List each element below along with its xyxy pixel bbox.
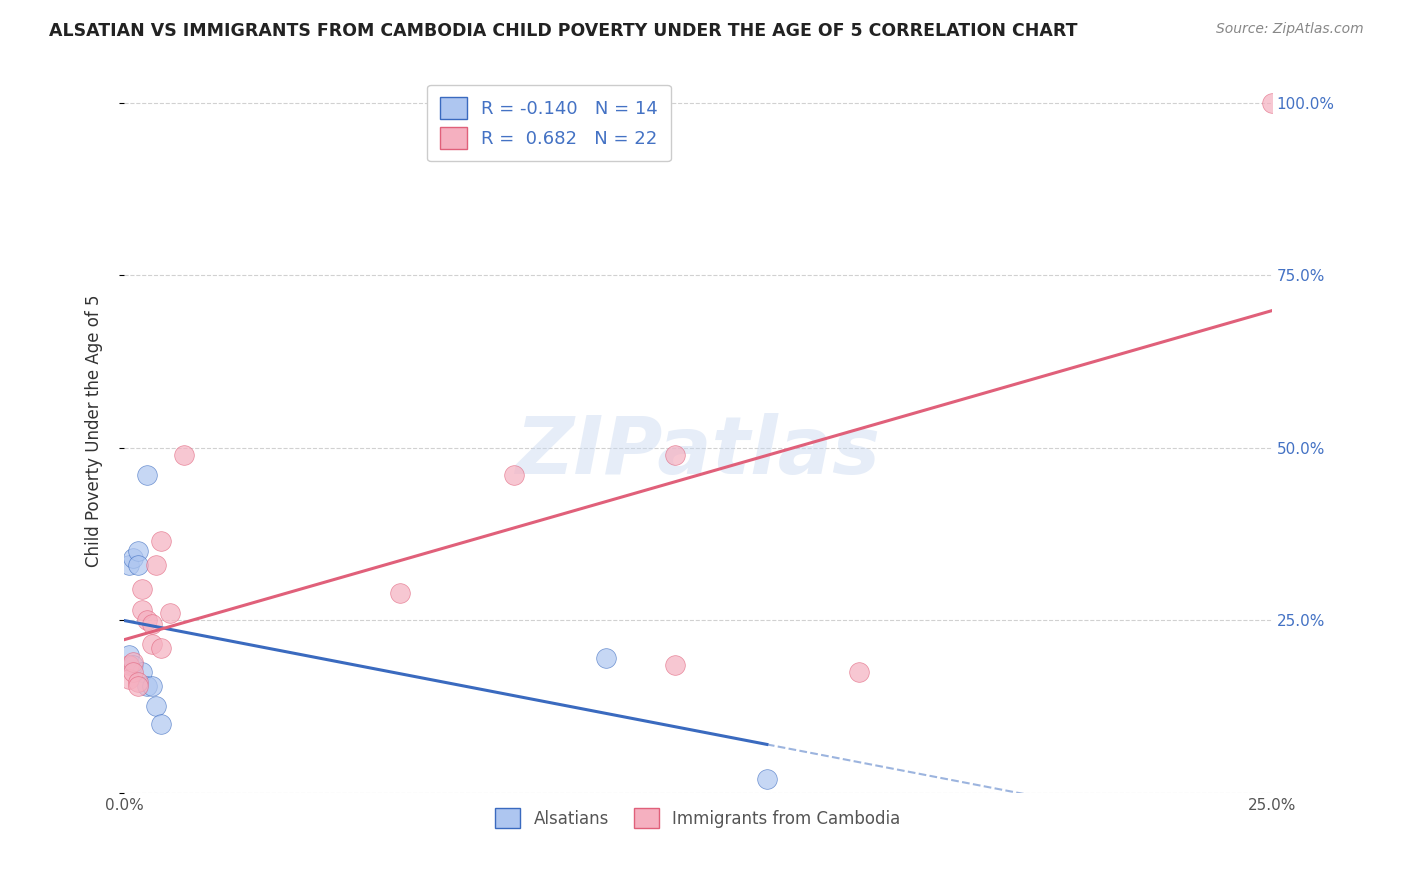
Point (118, 648, 141, 662)
Point (159, 607, 181, 621)
Point (145, 558, 167, 572)
Point (122, 665, 145, 679)
Point (149, 533, 172, 548)
Point (122, 551, 145, 566)
Point (149, 716, 172, 731)
Point (127, 679, 149, 693)
Point (131, 603, 153, 617)
Point (118, 672, 141, 686)
Point (755, 772, 778, 786)
Point (173, 448, 195, 462)
Point (118, 658, 141, 673)
Text: Source: ZipAtlas.com: Source: ZipAtlas.com (1216, 22, 1364, 37)
Point (127, 544, 149, 558)
Point (664, 448, 686, 462)
Point (136, 613, 159, 627)
Point (141, 616, 163, 631)
Point (145, 699, 167, 714)
Point (122, 658, 145, 673)
Point (503, 468, 526, 483)
Point (118, 558, 141, 572)
Point (131, 665, 153, 679)
Point (1261, 95, 1284, 110)
Text: ALSATIAN VS IMMIGRANTS FROM CAMBODIA CHILD POVERTY UNDER THE AGE OF 5 CORRELATIO: ALSATIAN VS IMMIGRANTS FROM CAMBODIA CHI… (49, 22, 1078, 40)
Point (141, 637, 163, 651)
Point (141, 679, 163, 693)
Point (127, 558, 149, 572)
Text: ZIPatlas: ZIPatlas (516, 413, 880, 491)
Point (136, 468, 159, 483)
Point (131, 582, 153, 597)
Point (848, 665, 870, 679)
Point (388, 585, 411, 599)
Point (136, 679, 159, 693)
Legend: Alsatians, Immigrants from Cambodia: Alsatians, Immigrants from Cambodia (489, 801, 907, 835)
Point (149, 640, 172, 655)
Point (122, 655, 145, 669)
Point (664, 658, 686, 673)
Point (595, 651, 617, 665)
Point (127, 675, 149, 690)
Y-axis label: Child Poverty Under the Age of 5: Child Poverty Under the Age of 5 (86, 294, 103, 566)
